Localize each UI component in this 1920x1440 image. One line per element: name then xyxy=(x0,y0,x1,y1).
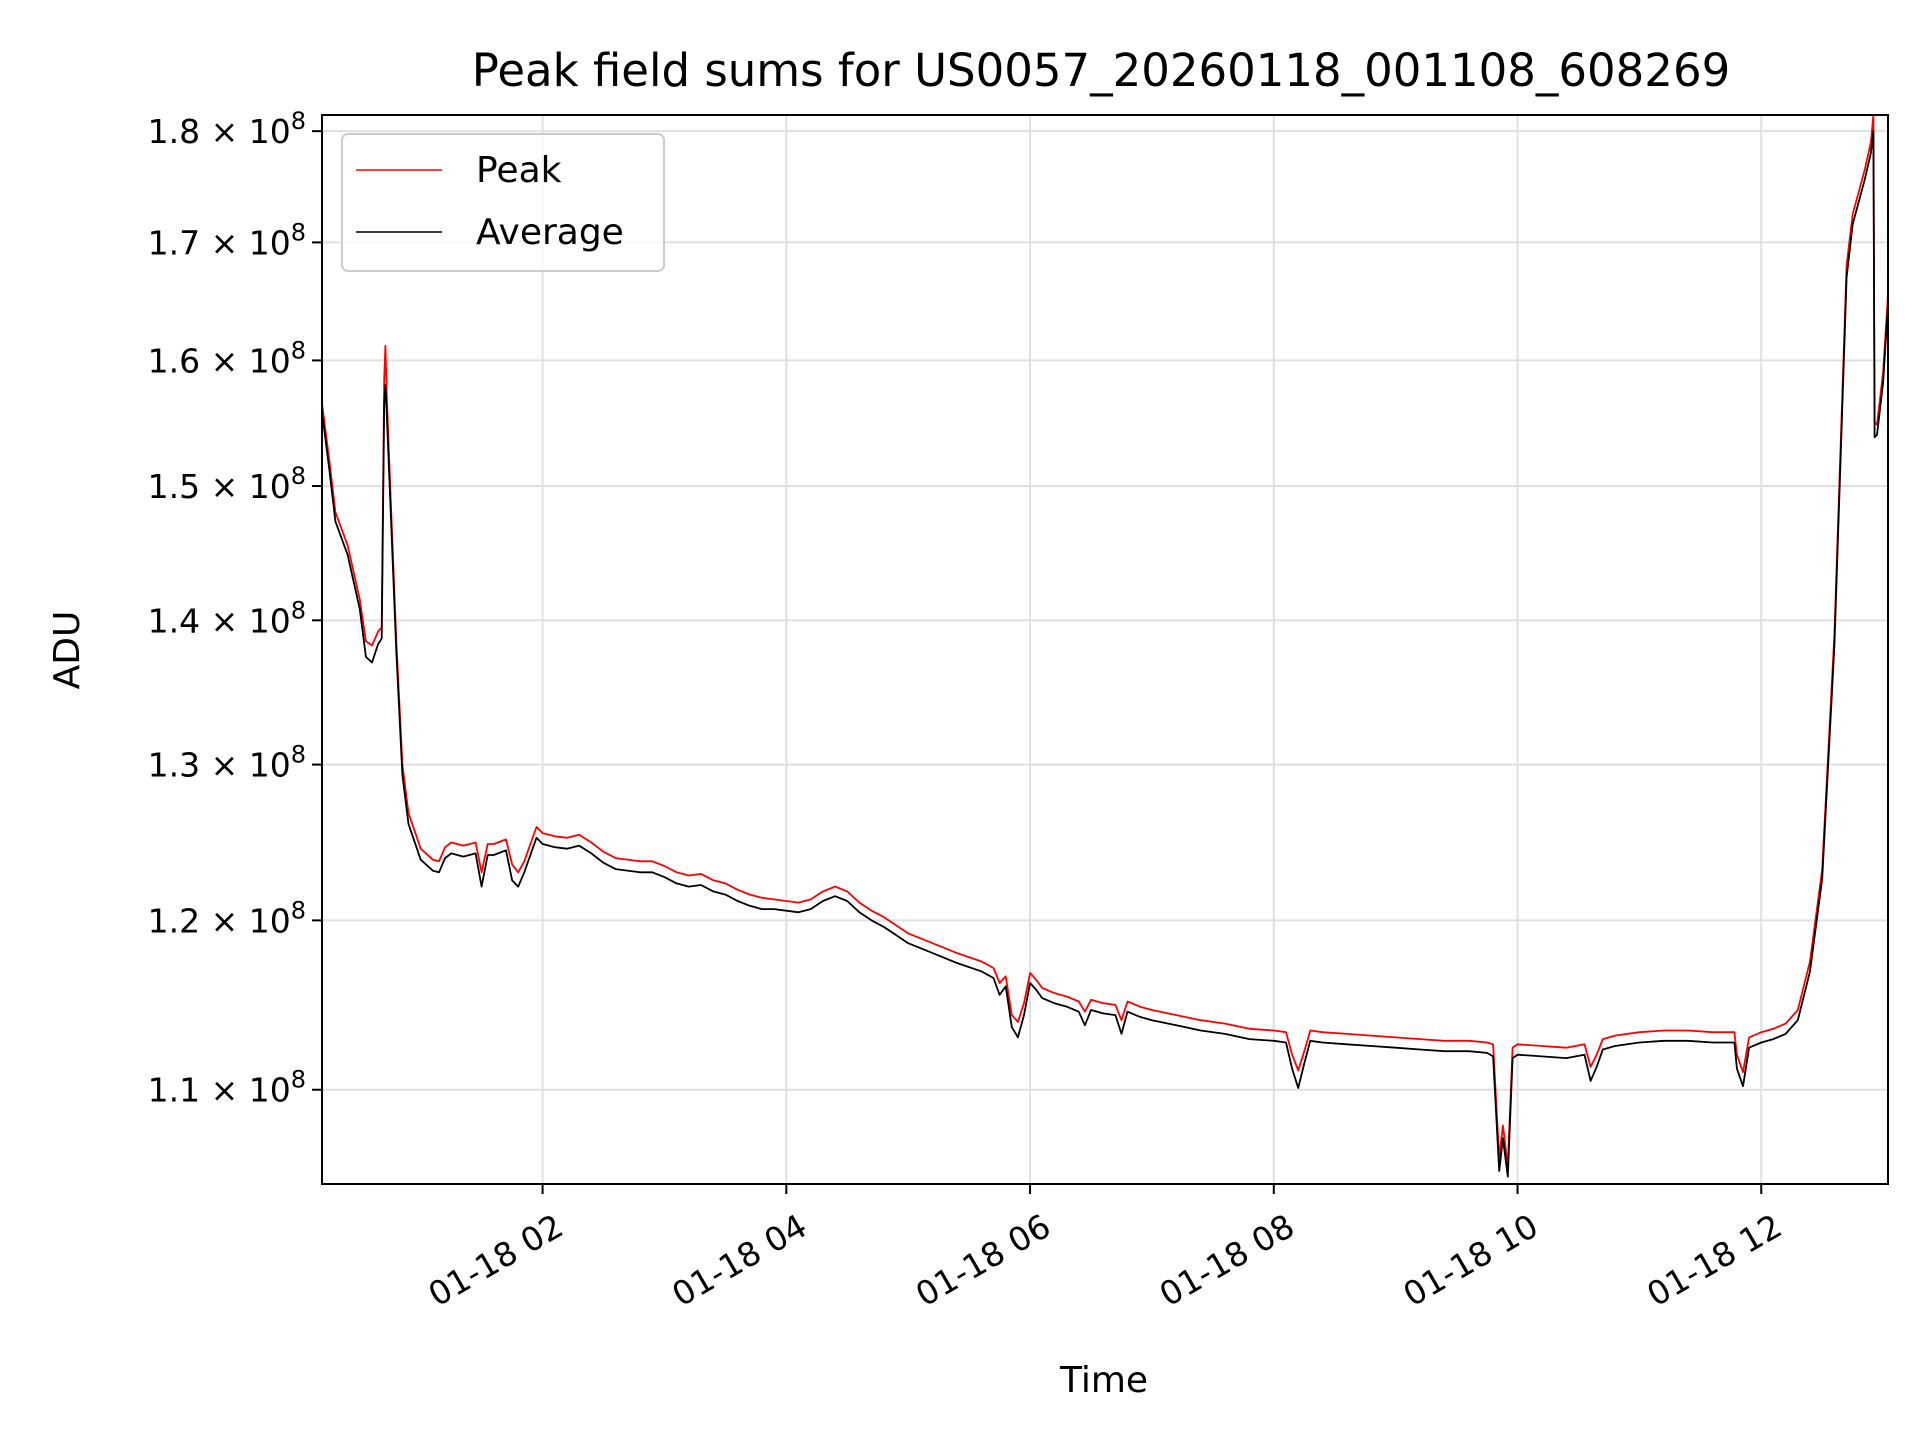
grid xyxy=(322,115,1888,1184)
legend: Peak Average xyxy=(341,133,665,272)
x-tick-label-1: 01-18 04 xyxy=(665,1206,813,1314)
series-line-peak xyxy=(322,115,1888,1167)
chart-title: Peak field sums for US0057_20260118_0011… xyxy=(472,44,1730,97)
y-tick-label-7: 1.8 × 108 xyxy=(148,107,306,151)
y-tick-label-4: 1.5 × 108 xyxy=(148,462,306,506)
x-tick-label-3: 01-18 08 xyxy=(1153,1206,1301,1314)
x-axis-label: Time xyxy=(1059,1360,1148,1401)
plot-area xyxy=(322,115,1888,1178)
legend-label-average: Average xyxy=(476,212,624,253)
y-axis-label: ADU xyxy=(47,611,88,690)
y-tick-label-5: 1.6 × 108 xyxy=(148,336,306,380)
legend-label-peak: Peak xyxy=(476,150,562,191)
legend-box xyxy=(341,133,665,272)
y-tick-label-0: 1.1 × 108 xyxy=(148,1066,306,1110)
x-tick-label-0: 01-18 02 xyxy=(422,1206,570,1314)
x-axis: 01-18 02 01-18 04 01-18 06 01-18 08 01-18 10… xyxy=(422,1184,1788,1314)
x-tick-label-2: 01-18 06 xyxy=(909,1206,1057,1314)
x-tick-label-5: 01-18 12 xyxy=(1640,1206,1788,1314)
y-tick-label-1: 1.2 × 108 xyxy=(148,896,306,940)
y-axis: 1.1 × 108 1.2 × 108 1.3 × 108 1.4 × 108 1.5 … xyxy=(148,107,322,1110)
plot-frame xyxy=(321,114,1889,1185)
series-line-average xyxy=(322,130,1888,1178)
y-tick-label-2: 1.3 × 108 xyxy=(148,741,306,785)
y-tick-label-3: 1.4 × 108 xyxy=(148,596,306,640)
x-tick-label-4: 01-18 10 xyxy=(1397,1206,1545,1314)
y-tick-label-6: 1.7 × 108 xyxy=(148,218,306,262)
